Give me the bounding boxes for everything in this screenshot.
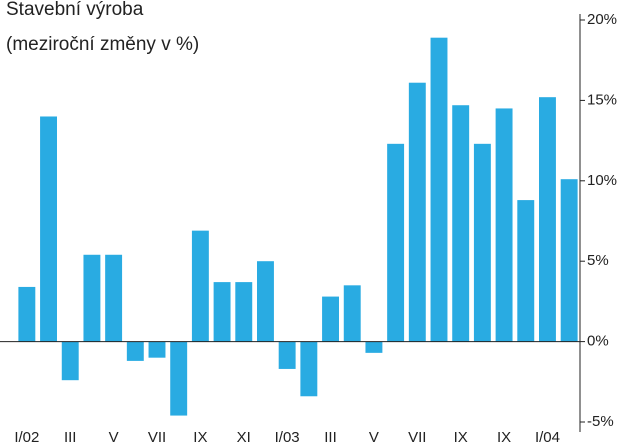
x-tick-label: III	[64, 429, 77, 446]
bar	[539, 97, 556, 342]
x-tick-label: III	[324, 429, 337, 446]
y-tick-label: 20%	[587, 11, 617, 28]
bar	[18, 286, 36, 342]
x-tick-label: IX	[193, 429, 207, 446]
bar	[126, 341, 144, 361]
bar	[300, 341, 318, 397]
x-tick-label: IX	[454, 429, 468, 446]
bar	[452, 105, 470, 342]
x-tick-label: VII	[408, 429, 426, 446]
bar	[257, 261, 274, 342]
x-tick-label: I/03	[275, 429, 300, 446]
bar	[170, 341, 188, 416]
bar	[473, 143, 491, 342]
y-tick-label: 5%	[587, 252, 609, 269]
x-tick-label: I/04	[535, 429, 560, 446]
bar	[278, 341, 296, 369]
x-tick-label: XI	[237, 429, 251, 446]
bar	[322, 296, 339, 342]
y-tick-label: 0%	[587, 333, 609, 350]
bar	[365, 341, 383, 353]
bar	[83, 254, 101, 342]
y-tick-label: 10%	[587, 172, 617, 189]
bar	[40, 116, 57, 342]
bar	[430, 37, 448, 342]
x-tick-label: IX	[497, 429, 511, 446]
bar	[560, 179, 578, 342]
bar	[105, 254, 123, 342]
bar	[408, 82, 426, 342]
bar	[387, 143, 405, 342]
x-tick-label: VII	[148, 429, 166, 446]
bar	[517, 200, 535, 342]
x-tick-label: I/02	[14, 429, 39, 446]
x-tick-label: V	[109, 429, 119, 446]
bar	[148, 341, 166, 358]
y-tick-label: 15%	[587, 91, 617, 108]
chart-subtitle: (meziroční změny v %)	[6, 34, 199, 55]
y-tick-label: -5%	[587, 413, 614, 430]
chart-title: Stavební výroba	[6, 0, 144, 20]
x-tick-label: V	[369, 429, 379, 446]
bar	[191, 230, 209, 342]
bar	[213, 282, 231, 342]
bar	[235, 282, 253, 342]
bar	[61, 341, 79, 381]
bar	[343, 285, 361, 342]
bar	[495, 108, 513, 342]
